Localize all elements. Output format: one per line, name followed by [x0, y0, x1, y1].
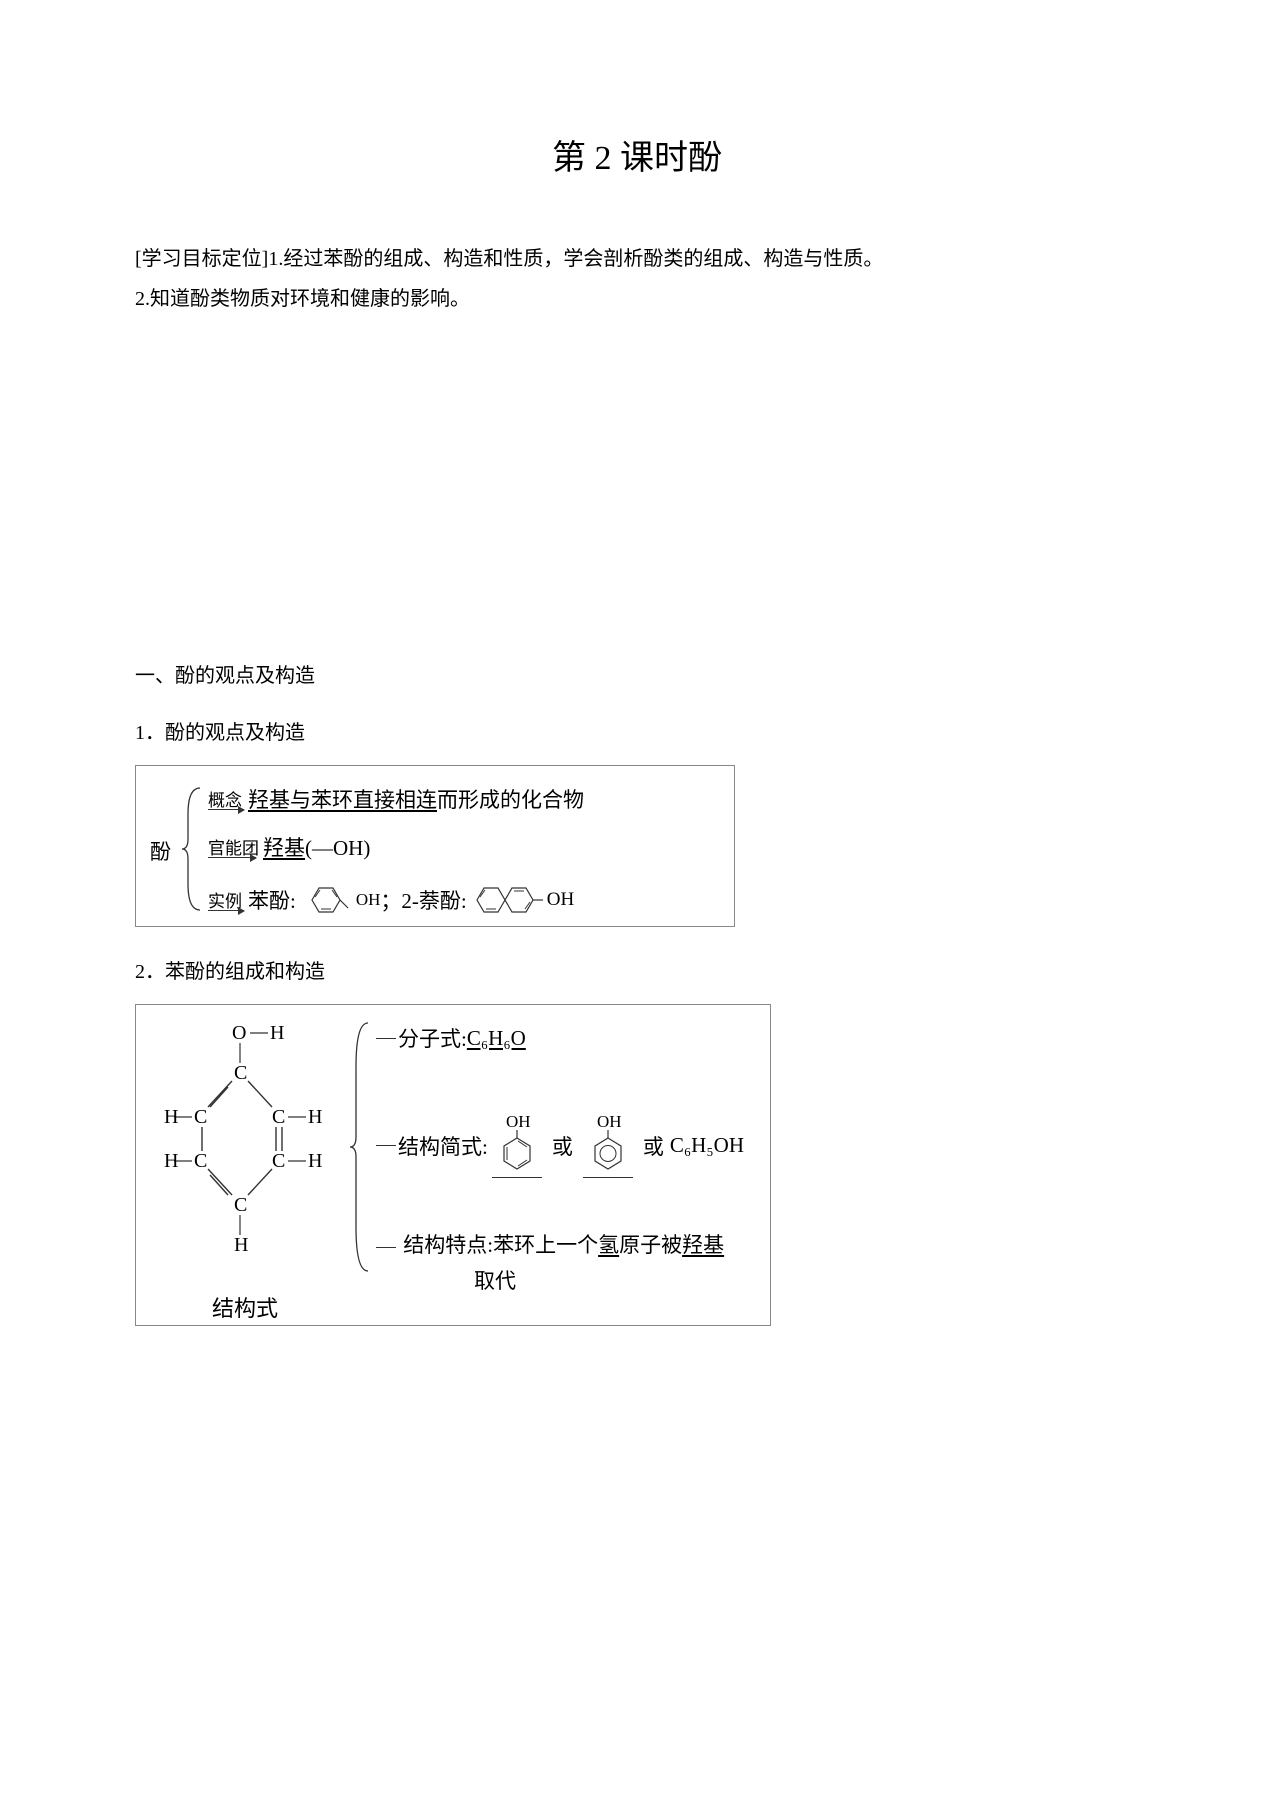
- svg-text:OH: OH: [597, 1113, 622, 1131]
- learning-goals: [学习目标定位]1.经过苯酚的组成、构造和性质，学会剖析酚类的组成、构造与性质。…: [135, 239, 1139, 319]
- brace-icon: [348, 1017, 374, 1277]
- sub-heading-1: 1．酚的观点及构造: [135, 716, 1139, 745]
- or-text: 或: [552, 1131, 573, 1161]
- molecular-formula: C₆H₆O: [467, 1026, 526, 1051]
- svg-text:C: C: [194, 1150, 207, 1172]
- svg-text:C: C: [272, 1106, 285, 1128]
- simple-label: 结构简式:: [398, 1131, 488, 1161]
- svg-text:H: H: [308, 1150, 322, 1172]
- arrow-label-text: 实例: [208, 887, 242, 912]
- concept-suffix-text: (—OH): [305, 836, 370, 860]
- struct-row-1: 分子式: C₆H₆O: [374, 1023, 526, 1053]
- benzene-kekule-oh-icon: OH: [492, 1113, 542, 1178]
- svg-text:H: H: [164, 1106, 178, 1128]
- arrow-icon: [208, 857, 256, 858]
- svg-text:O: O: [232, 1022, 246, 1044]
- concept-underline-text: 羟基与苯环直接相连: [248, 788, 437, 812]
- arrow-label-text: 概念: [208, 786, 242, 811]
- svg-text:C: C: [234, 1194, 247, 1216]
- learning-goal-1: [学习目标定位]1.经过苯酚的组成、构造和性质，学会剖析酚类的组成、构造与性质。: [135, 239, 1139, 279]
- concept-root-label: 酚: [150, 836, 171, 866]
- concept-row-1: 概念 羟基与苯环直接相连而形成的化合物: [208, 784, 584, 814]
- oh-label: OH: [547, 889, 574, 911]
- dash-icon: [376, 1145, 396, 1146]
- feature-line2: 取代: [474, 1265, 516, 1295]
- struct-row-2: 结构简式: OH 或 OH: [374, 1113, 744, 1178]
- svg-text:C: C: [272, 1150, 285, 1172]
- brace-icon: [180, 784, 206, 914]
- section-heading-1: 一、酚的观点及构造: [135, 659, 1139, 688]
- concept-suffix-text: 而形成的化合物: [437, 788, 584, 812]
- sub-heading-2: 2．苯酚的组成和构造: [135, 955, 1139, 984]
- arrow-icon: [208, 809, 244, 810]
- feature-underline-1: 氢: [598, 1233, 619, 1257]
- dash-icon: [376, 1038, 396, 1039]
- learning-goal-2: 2.知道酚类物质对环境和健康的影响。: [135, 279, 1139, 319]
- naphthalene-ring-icon: [467, 880, 547, 920]
- dash-icon: [376, 1247, 396, 1248]
- benzene-ring-icon: [296, 880, 356, 920]
- structural-formula-icon: O H C C H C H C H: [164, 1019, 344, 1289]
- svg-text:OH: OH: [506, 1113, 531, 1131]
- svg-text:H: H: [270, 1022, 284, 1044]
- naphthol-label: ；2-萘酚:: [380, 885, 466, 915]
- structural-formula-label: 结构式: [212, 1291, 278, 1323]
- struct-row-3: 结构特点:苯环上一个氢原子被羟基 取代: [374, 1229, 724, 1295]
- svg-text:C: C: [234, 1062, 247, 1084]
- svg-text:H: H: [164, 1150, 178, 1172]
- concept-row-2: 官能团 羟基(—OH): [208, 832, 370, 862]
- svg-text:C: C: [194, 1106, 207, 1128]
- concept-row-3: 实例 苯酚: OH ；2-萘酚:: [208, 880, 574, 920]
- feature-label: 结构特点:苯环上一个: [403, 1233, 598, 1257]
- c6h5oh-text: C₆H₅OH: [670, 1133, 744, 1158]
- arrow-icon: [208, 910, 244, 911]
- concept-underline-text: 羟基: [263, 836, 305, 860]
- structure-diagram: O H C C H C H C H: [135, 1004, 771, 1326]
- concept-diagram: 酚 概念 羟基与苯环直接相连而形成的化合物 官能团 羟基(—OH): [135, 765, 735, 927]
- svg-text:H: H: [234, 1234, 248, 1256]
- benzene-label: 苯酚:: [248, 885, 296, 915]
- oh-label: OH: [356, 890, 381, 910]
- benzene-circle-oh-icon: OH: [583, 1113, 633, 1178]
- page-title: 第 2 课时酚: [135, 130, 1139, 179]
- or-text: 或: [643, 1131, 664, 1161]
- feature-mid: 原子被: [619, 1233, 682, 1257]
- svg-text:H: H: [308, 1106, 322, 1128]
- molecular-label: 分子式:: [398, 1023, 467, 1053]
- feature-underline-2: 羟基: [682, 1233, 724, 1257]
